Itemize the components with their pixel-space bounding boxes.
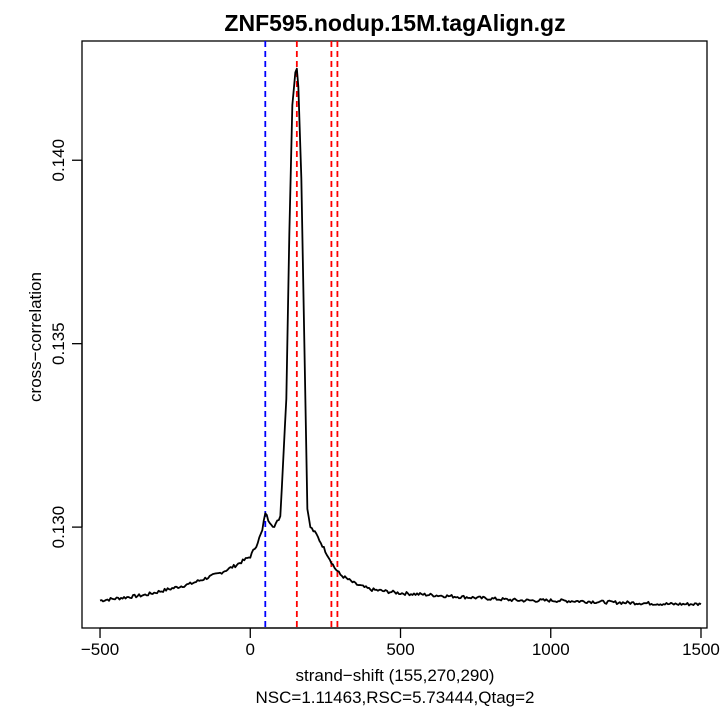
- series-group: [99, 67, 702, 607]
- y-tick-label: 0.140: [49, 139, 68, 182]
- series-line-0: [99, 67, 702, 607]
- x-axis-label: strand−shift (155,270,290): [296, 666, 495, 685]
- reference-lines: [264, 41, 339, 628]
- x-tick-label: 500: [386, 640, 414, 659]
- x-axis: −500 0 500 1000 1500: [81, 627, 720, 659]
- y-axis: 0.130 0.135 0.140: [49, 139, 83, 549]
- plot-frame: [81, 40, 708, 629]
- y-axis-label: cross−correlation: [26, 272, 45, 402]
- x-tick-label: 1000: [532, 640, 570, 659]
- x-tick-label: 1500: [682, 640, 720, 659]
- y-tick-label: 0.130: [49, 506, 68, 549]
- y-tick-label: 0.135: [49, 322, 68, 365]
- x-tick-label: −500: [81, 640, 119, 659]
- chart-title: ZNF595.nodup.15M.tagAlign.gz: [224, 10, 565, 36]
- x-tick-label: 0: [246, 640, 255, 659]
- chart-subtitle: NSC=1.11463,RSC=5.73444,Qtag=2: [256, 688, 535, 707]
